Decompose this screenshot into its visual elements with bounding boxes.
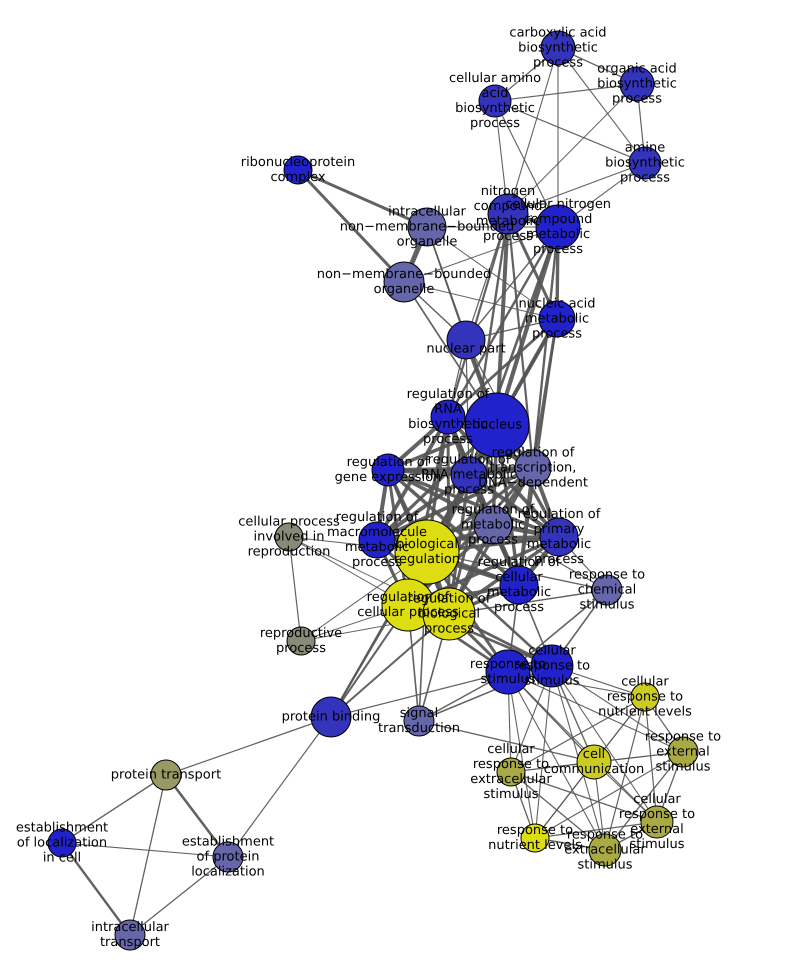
network-edge xyxy=(296,168,406,284)
network-edge xyxy=(507,47,559,215)
network-edge xyxy=(426,226,558,320)
network-edge xyxy=(551,665,658,823)
network-edge xyxy=(557,47,646,164)
network-edge xyxy=(129,856,229,936)
network-edge xyxy=(534,821,658,839)
network-edge xyxy=(644,696,658,823)
network-node-response-to-chemical-stimulus[interactable] xyxy=(591,574,623,606)
network-edge xyxy=(507,671,684,753)
network-edge xyxy=(61,774,167,844)
network-edge xyxy=(61,842,131,936)
nodes-layer xyxy=(47,30,699,951)
network-node-response-to-extracellular-stimulus[interactable] xyxy=(588,833,622,867)
network-node-organic-acid-biosynthetic-process[interactable] xyxy=(619,66,655,102)
network-node-cellular-response-to-extracellular-stimulus[interactable] xyxy=(496,757,526,787)
network-edge xyxy=(375,473,471,542)
network-node-intracellular-non-membrane-bounded-organelle[interactable] xyxy=(407,207,447,247)
network-edge xyxy=(494,100,646,164)
network-node-biological-regulation[interactable] xyxy=(394,519,460,585)
network-edge xyxy=(227,716,332,858)
network-edge xyxy=(492,524,608,591)
network-node-protein-binding[interactable] xyxy=(310,696,352,738)
network-edge xyxy=(551,665,684,753)
network-node-protein-transport[interactable] xyxy=(150,759,182,791)
network-node-cellular-amino-acid-biosynthetic-process[interactable] xyxy=(478,84,512,118)
network-edge xyxy=(447,317,558,419)
network-edge xyxy=(604,696,646,851)
network-node-regulation-of-transcription-dna-dependent[interactable] xyxy=(514,449,552,487)
network-node-establishment-of-protein-localization[interactable] xyxy=(212,841,244,873)
network-node-cellular-response-to-external-stimulus[interactable] xyxy=(640,805,674,839)
network-node-regulation-of-macromolecule-metabolic-process[interactable] xyxy=(358,521,396,559)
network-node-response-to-external-stimulus[interactable] xyxy=(667,736,699,768)
network-edge xyxy=(510,771,658,823)
network-edge xyxy=(531,226,560,469)
network-node-cellular-process-involved-in-reproduction[interactable] xyxy=(274,522,304,552)
network-edge xyxy=(61,842,229,858)
network-node-cellular-response-to-stimulus[interactable] xyxy=(530,644,574,688)
network-node-regulation-of-biological-process[interactable] xyxy=(422,587,476,641)
network-edge xyxy=(288,536,302,642)
network-node-intracellular-transport[interactable] xyxy=(114,919,146,951)
network-node-cellular-response-to-nutrient-levels[interactable] xyxy=(630,682,660,712)
network-node-nucleic-acid-metabolic-process[interactable] xyxy=(538,300,576,338)
network-edge xyxy=(507,671,658,823)
network-edge xyxy=(129,774,167,936)
network-node-response-to-stimulus[interactable] xyxy=(485,649,531,695)
network-node-cell-communication[interactable] xyxy=(576,744,612,780)
network-node-nitrogen-compound-metabolic-process[interactable] xyxy=(487,193,529,235)
network-edge xyxy=(418,720,595,763)
network-node-regulation-of-metabolic-process[interactable] xyxy=(473,505,513,545)
network-edge xyxy=(446,415,561,539)
network-node-ribonucleoprotein-complex[interactable] xyxy=(283,155,313,185)
network-edge xyxy=(507,671,606,851)
network-edge xyxy=(510,696,646,773)
network-node-regulation-of-primary-metabolic-process[interactable] xyxy=(539,517,579,557)
network-node-establishment-of-localization-in-cell[interactable] xyxy=(47,828,77,858)
network-node-cellular-nitrogen-compound-metabolic-process[interactable] xyxy=(535,204,581,250)
network-node-regulation-of-gene-expression[interactable] xyxy=(371,453,405,487)
network-edge xyxy=(403,226,559,283)
edges-layer xyxy=(61,47,684,936)
network-edge xyxy=(465,226,559,341)
network-node-signal-transduction[interactable] xyxy=(403,705,435,737)
network-edge xyxy=(297,168,428,229)
network-node-non-membrane-bounded-organelle[interactable] xyxy=(383,261,425,303)
network-edge xyxy=(510,771,606,851)
network-edge xyxy=(507,671,536,839)
network-edge xyxy=(507,671,646,698)
network-node-response-to-nutrient-levels[interactable] xyxy=(520,823,550,853)
network-edge xyxy=(507,83,638,215)
network-edge xyxy=(604,751,684,851)
network-node-regulation-of-rna-biosynthetic-process[interactable] xyxy=(430,399,466,435)
network-edge xyxy=(403,281,558,320)
network-edge xyxy=(165,716,332,776)
network-node-regulation-of-rna-metabolic-process[interactable] xyxy=(450,456,488,494)
network-edge xyxy=(387,468,560,539)
network-edge xyxy=(494,83,638,102)
network-node-regulation-of-cellular-metabolic-process[interactable] xyxy=(499,565,539,605)
network-edge xyxy=(418,665,553,722)
network-edge xyxy=(517,467,535,586)
network-edge xyxy=(534,751,684,839)
network-edge xyxy=(164,774,230,858)
network-node-reproductive-process[interactable] xyxy=(286,626,316,656)
network-edge xyxy=(534,665,553,839)
network-node-nucleus[interactable] xyxy=(464,392,530,458)
network-edge xyxy=(446,226,560,418)
network-edge xyxy=(507,162,646,215)
network-node-nuclear-part[interactable] xyxy=(446,320,486,360)
network-edge xyxy=(387,468,494,527)
network-edge xyxy=(494,100,559,228)
network-node-amine-biosynthetic-process[interactable] xyxy=(628,146,662,180)
network-node-carboxylic-acid-biosynthetic-process[interactable] xyxy=(540,30,576,66)
network-edge xyxy=(446,213,510,418)
